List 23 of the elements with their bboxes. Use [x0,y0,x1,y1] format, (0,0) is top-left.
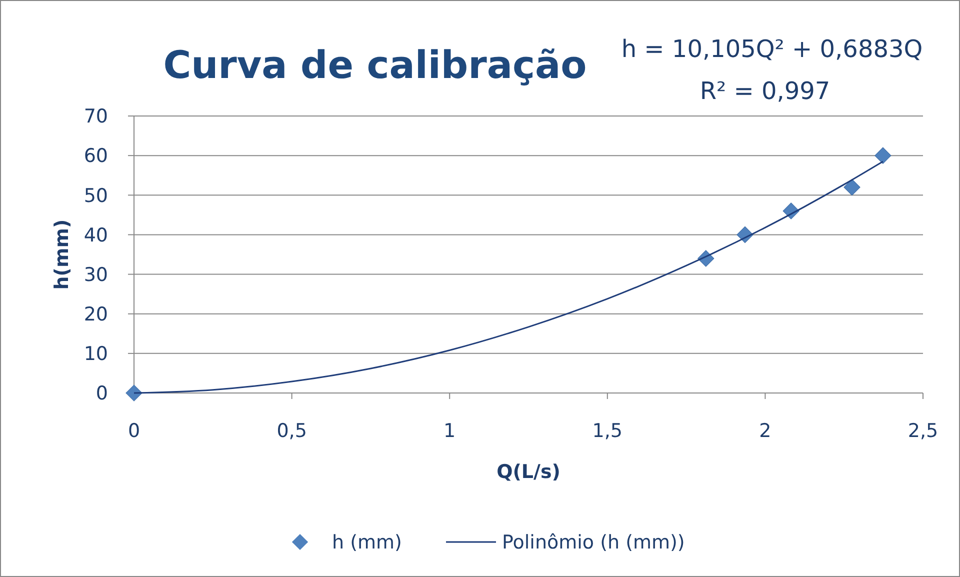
x-axis-title: Q(L/s) [496,461,560,483]
x-tick-label: 0 [128,420,140,442]
y-tick-label: 50 [84,184,108,207]
y-tick-label: 60 [84,145,108,168]
y-tick-label: 70 [84,106,108,128]
y-axis-title: h(mm) [51,219,73,290]
y-tick-label: 40 [84,224,108,246]
x-tick-label: 2 [759,420,772,442]
y-tick-label: 0 [96,382,108,405]
y-tick-label: 30 [84,264,108,286]
legend-label: Polinômio (h (mm)) [502,532,685,554]
x-tick-label: 2,5 [908,420,938,442]
x-tick-label: 0,5 [276,420,307,442]
y-tick-label: 10 [84,343,108,366]
point [844,178,860,196]
text: R² = 0,997 [700,77,830,105]
x-tick-label: 1 [444,420,456,442]
point [874,147,892,164]
y-tick-label: 20 [84,304,108,326]
legend-label: h (mm) [332,532,402,554]
text: h = 10,105Q² + 0,6883Q [621,35,923,63]
chart-title: Curva de calibração [163,43,587,87]
x-tick-label: 1,5 [592,420,623,442]
